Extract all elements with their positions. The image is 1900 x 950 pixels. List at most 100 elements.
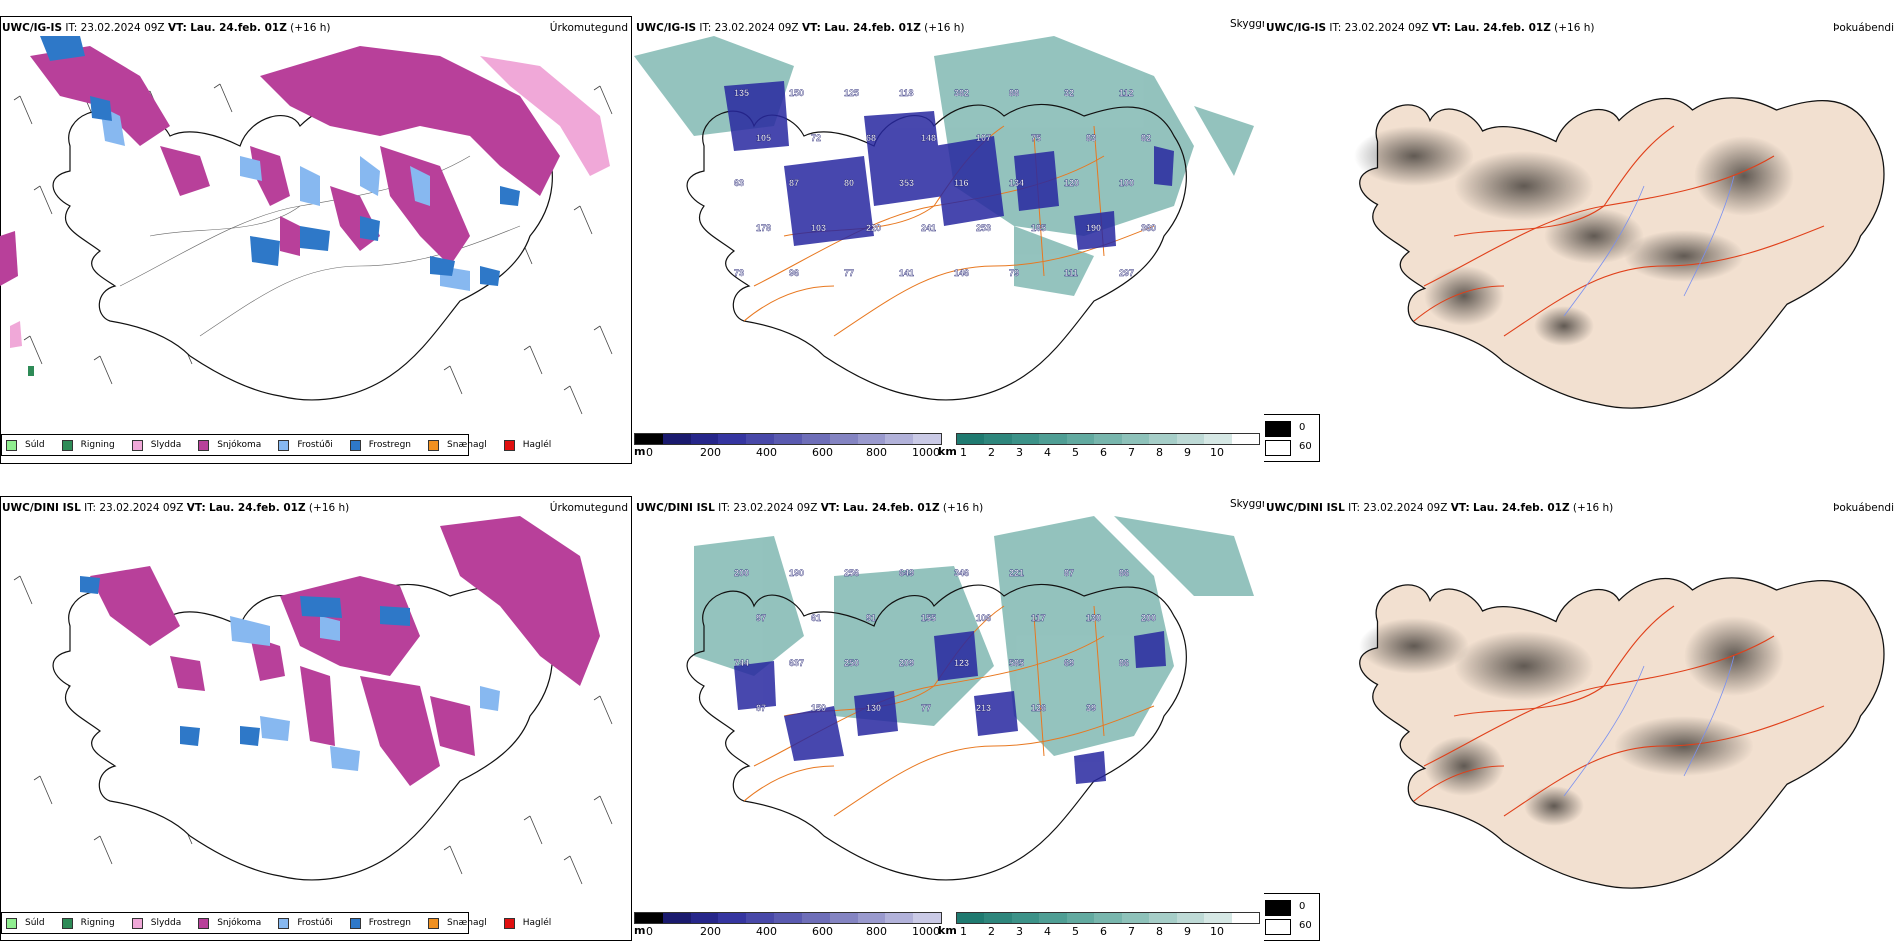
ceiling-value-label: 637 [789,658,804,668]
tick-label: 2 [988,446,995,459]
ceiling-colorbar: 0 200 400 600 800 1000 m [634,433,942,469]
tick-label: 0 [646,925,653,938]
ceiling-value-label: 256 [844,568,859,578]
legend-item: Haglél [503,917,551,929]
panel-frame [0,496,632,941]
ceiling-value-label: 100 [1119,178,1134,188]
ceiling-value-label: 382 [954,88,969,98]
legend-swatch-freezing-rain [349,917,361,929]
snow-areas [0,46,560,286]
panel-title: UWC/DINI ISL IT: 23.02.2024 09Z VT: Lau.… [2,502,350,514]
ceiling-value-label: 112 [1119,88,1134,98]
ceiling-value-label: 120 [1064,178,1079,188]
ceiling-value-label: 178 [756,223,771,233]
panel-title: UWC/IG-IS IT: 23.02.2024 09Z VT: Lau. 24… [2,22,331,34]
coastline [686,583,1187,881]
panel-title: UWC/IG-IS IT: 23.02.2024 09Z VT: Lau. 24… [636,22,965,34]
tick-label: 200 [700,925,721,938]
ceiling-value-label: 77 [844,268,854,278]
ceiling-unit: m [634,924,646,937]
low-ceiling-areas [734,631,1166,784]
ceiling-value-label: 83 [1086,133,1096,143]
legend-item: Snæhagl [428,439,487,451]
ceiling-value-label: 360 [1141,223,1156,233]
legend-swatch-rain [61,439,73,451]
roads [1413,605,1825,817]
tick-label: 5 [1072,925,1079,938]
ceiling-value-label: 649 [899,568,914,578]
ceiling-value-label: 141 [899,268,914,278]
ceiling-value-label: 135 [734,88,749,98]
freezing-rain-areas [80,576,410,746]
ceiling-value-label: 146 [954,268,969,278]
ceiling-value-label: 32 [1064,88,1074,98]
ceiling-value-label: 118 [899,88,914,98]
legend-swatch-freezing-rain [349,439,361,451]
ceiling-unit: m [634,445,646,458]
ceiling-value-label: 185 [1031,223,1046,233]
fog-legend-swatch-high [1265,440,1291,456]
ceiling-value-label: 86 [1119,568,1129,578]
tick-label: 400 [756,446,777,459]
legend-item: Snæhagl [428,917,487,929]
ceiling-colorbar: 0 200 400 600 800 1000 m [634,912,942,948]
ceiling-value-label: 68 [866,133,876,143]
tick-label: 6 [1100,446,1107,459]
rivers [1563,175,1735,317]
legend-swatch-freezing-drizzle [278,917,290,929]
tick-label: 1000 [912,446,940,459]
tick-label: 1 [960,925,967,938]
ceiling-value-label: 353 [899,178,914,188]
legend-item: Frostregn [349,439,411,451]
fog-legend-swatch-low [1265,900,1291,916]
ceiling-value-label: 213 [976,703,991,713]
tick-label: 4 [1044,446,1051,459]
ceiling-value-label: 106 [976,613,991,623]
ceiling-value-label: 130 [866,703,881,713]
ceiling-colorbar-strip [634,912,942,924]
visibility-colorbar-ticks: 1 2 3 4 5 6 7 8 9 10 [944,445,1260,459]
ceiling-value-label: 220 [866,223,881,233]
fog-legend-high-label: 60 [1299,920,1312,931]
ceiling-value-label: 346 [954,568,969,578]
freezing-rain-areas [40,36,520,286]
tick-label: 8 [1156,925,1163,938]
ceiling-value-label: 103 [811,223,826,233]
ceiling-value-label: 241 [921,223,936,233]
legend-item: Snjókoma [198,439,261,451]
ceiling-value-label: 221 [1009,568,1024,578]
precip-type-legend: Súld Rigning Slydda Snjókoma Frostúði Fr… [1,912,551,934]
legend-swatch-sleet [131,439,143,451]
fog-index-panel-igis: UWC/IG-IS IT: 23.02.2024 09Z VT: Lau. 24… [1264,0,1900,475]
tick-label: 600 [812,925,833,938]
ceiling-value-labels: 135 150 125 118 382 88 32 112 105 72 68 148 107 75 83 8… [734,88,1156,278]
legend-item: Súld [6,439,45,451]
ceiling-colorbar-strip [634,433,942,445]
legend-swatch-drizzle [6,439,17,451]
ceiling-value-label: 73 [734,268,744,278]
panel-variable-name: Úrkomutegund [549,22,628,34]
legend-item: Rigning [61,439,115,451]
legend-item: Haglél [503,439,551,451]
legend-swatch-freezing-drizzle [278,439,290,451]
fog-legend-swatch-low [1265,421,1291,437]
precip-type-map [13,516,613,885]
visibility-panel-igis: UWC/IG-IS IT: 23.02.2024 09Z VT: Lau. 24… [634,0,1264,475]
low-visibility-areas [694,516,1254,756]
fog-shading [1354,126,1794,346]
tick-label: 600 [812,446,833,459]
ceiling-colorbar-ticks: 0 200 400 600 800 1000 [634,924,942,938]
legend-swatch-hail [503,917,515,929]
ceiling-value-label: 125 [844,88,859,98]
visibility-ceiling-map: 135 150 125 118 382 88 32 112 105 72 68 148 107 75 83 8… [634,36,1254,401]
ceiling-value-label: 39 [1086,703,1096,713]
ceiling-value-label: 107 [976,133,991,143]
tick-label: 8 [1156,446,1163,459]
legend-swatch-snow [198,917,210,929]
tick-label: 9 [1184,446,1191,459]
visibility-colorbar-strip [956,912,1260,924]
ceiling-value-label: 117 [1031,613,1046,623]
tick-label: 800 [866,446,887,459]
ceiling-value-label: 123 [954,658,969,668]
panel-variable-name: Skyggni [1230,498,1264,510]
